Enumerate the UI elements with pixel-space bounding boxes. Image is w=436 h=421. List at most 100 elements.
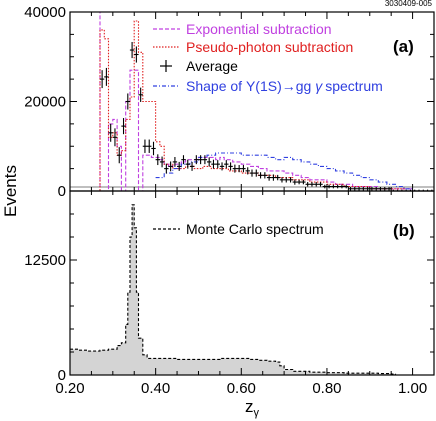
legend-exponential-label: Exponential subtraction <box>186 21 332 37</box>
average-point <box>386 186 392 191</box>
average-point <box>249 169 255 177</box>
legend-average-label: Average <box>186 58 238 74</box>
average-point <box>348 186 353 191</box>
legend-average-swatch <box>160 60 172 72</box>
panel-b: 0 12500 0.20 0.40 0.60 0.80 1.00 (b) Monte Ca… <box>24 190 435 397</box>
x-tick-label: 0.80 <box>312 380 341 397</box>
average-point <box>382 186 387 191</box>
average-point <box>309 182 315 187</box>
average-point <box>104 67 109 86</box>
average-point <box>245 167 250 175</box>
y-tick-label: 0 <box>58 367 66 384</box>
average-point <box>241 165 246 173</box>
average-point <box>344 184 349 189</box>
average-point <box>164 163 169 174</box>
average-point <box>373 186 379 191</box>
average-point <box>215 160 220 169</box>
average-point <box>352 186 357 191</box>
average-point <box>194 155 199 165</box>
average-point <box>185 159 190 169</box>
average-point <box>147 139 152 153</box>
average-point <box>112 128 118 147</box>
average-point <box>262 172 268 179</box>
average-point <box>275 174 280 181</box>
average-point <box>322 184 327 189</box>
mc-fill <box>70 204 434 375</box>
average-point <box>155 154 160 166</box>
x-tick-label: 0.40 <box>141 380 170 397</box>
average-point <box>198 155 203 165</box>
x-tick-label: 0.60 <box>227 380 256 397</box>
panel-b-series <box>70 204 434 376</box>
average-point <box>151 141 156 156</box>
average-point <box>168 161 173 172</box>
average-point <box>189 161 195 171</box>
panel-b-x-tick-labels: 0.20 0.40 0.60 0.80 1.00 <box>55 380 427 397</box>
average-point <box>335 184 340 189</box>
legend-mc-label: Monte Carlo spectrum <box>186 221 324 237</box>
average-point <box>125 93 131 110</box>
average-point <box>365 186 370 191</box>
panel-b-ticks <box>69 191 435 376</box>
average-point <box>369 186 375 191</box>
average-point <box>228 162 233 171</box>
panel-b-y-tick-labels: 0 12500 <box>24 252 66 384</box>
legend-shape-label: Shape of Υ(1S)→gg γ spectrum <box>186 78 383 94</box>
average-point <box>202 155 208 165</box>
average-point <box>121 118 126 135</box>
y-tick-label: 40000 <box>24 4 66 21</box>
average-point <box>356 186 362 191</box>
average-point <box>211 159 216 169</box>
panel-b-legend: Monte Carlo spectrum <box>153 221 324 237</box>
average-point <box>129 41 135 59</box>
panel-a: 0 20000 40000 (a) Exponential subtraction … <box>24 4 435 200</box>
x-tick-label: 1.00 <box>398 380 427 397</box>
average-point <box>254 169 259 177</box>
average-point <box>361 186 366 191</box>
average-point <box>339 184 345 189</box>
average-point <box>232 164 238 173</box>
panel-a-legend: Exponential subtraction Pseudo-photon su… <box>153 21 383 94</box>
average-point <box>142 139 148 153</box>
average-point <box>177 161 182 171</box>
average-point <box>236 165 242 173</box>
average-point <box>117 147 122 164</box>
panel-a-y-tick-labels: 0 20000 40000 <box>24 4 66 200</box>
average-point <box>138 87 143 102</box>
average-point <box>219 162 225 171</box>
average-point <box>99 70 105 89</box>
average-point <box>292 179 298 185</box>
y-tick-label: 20000 <box>24 94 66 111</box>
average-point <box>378 186 383 191</box>
average-point <box>284 177 289 183</box>
average-point <box>159 156 165 168</box>
legend-pseudo-photon-label: Pseudo-photon subtraction <box>186 39 353 55</box>
average-point <box>108 123 113 142</box>
panel-b-label: (b) <box>393 221 415 240</box>
average-point <box>224 160 229 169</box>
average-point <box>134 46 139 63</box>
panel-a-label: (a) <box>393 37 414 56</box>
average-point <box>331 184 336 189</box>
average-point <box>305 182 310 187</box>
panel-a-series <box>91 11 434 192</box>
mc-outline <box>70 204 434 376</box>
average-point <box>318 182 323 187</box>
average-point <box>266 174 272 181</box>
y-tick-label: 0 <box>58 183 66 200</box>
y-axis-label: Events <box>1 165 20 217</box>
average-point <box>271 174 276 181</box>
average-point <box>301 179 306 185</box>
average-point <box>181 155 186 165</box>
y-tick-label: 12500 <box>24 252 66 269</box>
average-point <box>172 156 178 167</box>
average-point <box>326 184 332 189</box>
average-point <box>206 157 212 167</box>
series-shape <box>155 152 434 192</box>
figure-id: 3030409-005 <box>385 0 433 8</box>
average-point <box>314 182 319 187</box>
average-point <box>279 177 285 183</box>
series-exponential <box>91 11 434 192</box>
average-point <box>288 177 293 183</box>
